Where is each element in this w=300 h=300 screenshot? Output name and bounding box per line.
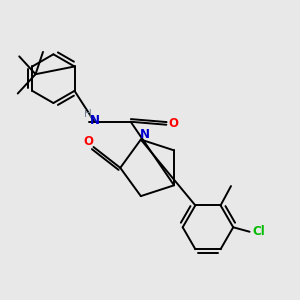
Text: N: N	[89, 114, 99, 127]
Text: Cl: Cl	[253, 225, 266, 238]
Text: N: N	[140, 128, 149, 141]
Text: O: O	[169, 117, 179, 130]
Text: O: O	[83, 135, 93, 148]
Text: H: H	[84, 109, 92, 119]
